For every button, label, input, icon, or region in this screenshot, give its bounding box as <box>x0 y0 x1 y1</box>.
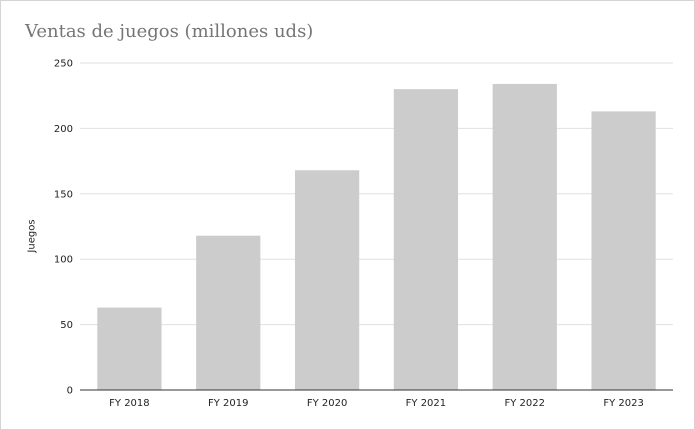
y-tick-label: 200 <box>54 124 73 135</box>
y-tick-label: 50 <box>60 320 73 331</box>
x-tick-label: FY 2018 <box>109 398 150 409</box>
y-tick-label: 100 <box>54 255 73 266</box>
y-tick-label: 250 <box>54 59 73 70</box>
bar <box>492 83 557 390</box>
y-tick-label: 150 <box>54 189 73 200</box>
bar <box>97 307 162 390</box>
y-tick-label: 0 <box>67 386 73 397</box>
bar <box>393 89 459 390</box>
x-tick-label: FY 2021 <box>406 398 447 409</box>
chart-title: Ventas de juegos (millones uds) <box>25 21 314 42</box>
x-tick-label: FY 2022 <box>505 398 546 409</box>
bar <box>591 111 656 391</box>
x-tick-label: FY 2019 <box>208 398 249 409</box>
bar <box>196 235 261 390</box>
x-tick-label: FY 2020 <box>307 398 348 409</box>
bar <box>294 170 360 390</box>
x-tick-label: FY 2023 <box>603 398 644 409</box>
